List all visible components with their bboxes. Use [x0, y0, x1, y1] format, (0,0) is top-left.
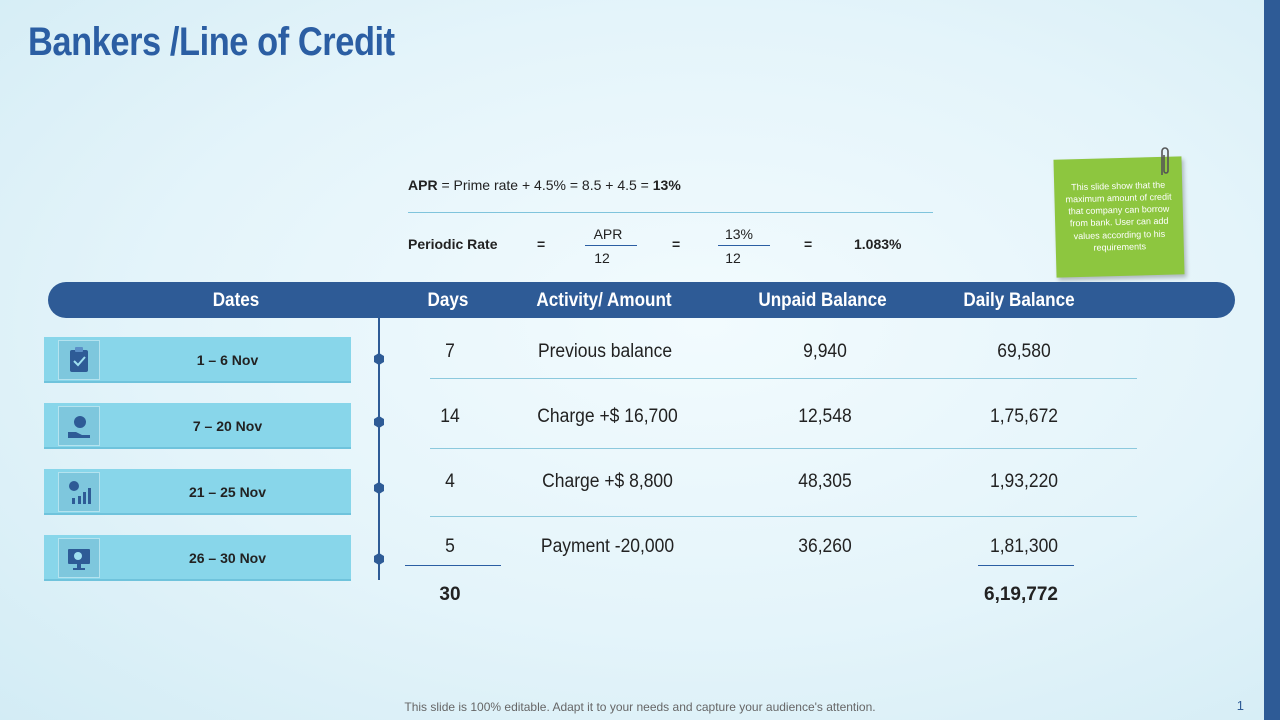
cell-days: 7	[445, 341, 455, 362]
timeline-marker-icon	[374, 553, 384, 565]
fraction1-denominator: 12	[594, 250, 610, 266]
fraction1-bar	[585, 245, 637, 246]
row-divider	[430, 378, 1137, 379]
cell-activity: Charge +$ 16,700	[537, 406, 678, 427]
date-label: 1 – 6 Nov	[196, 352, 259, 368]
header-daily-balance: Daily Balance	[963, 290, 1075, 311]
date-box: 7 – 20 Nov	[44, 403, 351, 449]
equals-sign: =	[804, 236, 813, 252]
days-sum-underline	[405, 565, 501, 566]
cell-unpaid: 12,548	[798, 406, 852, 427]
sticky-note-text: This slide show that the maximum amount …	[1065, 179, 1172, 253]
apr-formula: APR = Prime rate + 4.5% = 8.5 + 4.5 = 13…	[408, 177, 681, 193]
header-unpaid-balance: Unpaid Balance	[758, 290, 887, 311]
date-label: 21 – 25 Nov	[188, 484, 267, 500]
apr-label: APR	[408, 177, 438, 193]
paperclip-icon	[1161, 147, 1169, 175]
apr-expression: = Prime rate + 4.5% = 8.5 + 4.5 =	[437, 177, 653, 193]
cell-days: 5	[445, 536, 455, 557]
timeline-marker-icon	[374, 416, 384, 428]
header-activity: Activity/ Amount	[536, 290, 672, 311]
hand-coin-icon	[58, 406, 100, 446]
cell-activity: Charge +$ 8,800	[542, 471, 673, 492]
date-box: 21 – 25 Nov	[44, 469, 351, 515]
cell-daily: 1,75,672	[989, 406, 1059, 427]
total-daily-balance: 6,19,772	[984, 584, 1058, 605]
clipboard-icon	[58, 340, 100, 380]
header-dates: Dates	[212, 290, 260, 311]
cell-unpaid: 36,260	[798, 536, 852, 557]
cell-days: 4	[445, 471, 455, 492]
cell-activity: Previous balance	[537, 341, 673, 362]
fraction2-bar	[718, 245, 770, 246]
fraction1-numerator: APR	[593, 226, 623, 242]
cell-daily: 1,81,300	[989, 536, 1059, 557]
row-divider	[430, 516, 1137, 517]
daily-sum-underline	[978, 565, 1074, 566]
total-days: 30	[439, 584, 461, 605]
date-label: 26 – 30 Nov	[188, 550, 267, 566]
fraction2-denominator: 12	[725, 250, 741, 266]
timeline-marker-icon	[374, 353, 384, 365]
date-label: 7 – 20 Nov	[192, 418, 263, 434]
periodic-rate-label: Periodic Rate	[408, 236, 498, 252]
page-number: 1	[1236, 698, 1244, 713]
timeline-marker-icon	[374, 482, 384, 494]
footer-text: This slide is 100% editable. Adapt it to…	[404, 700, 876, 714]
cell-unpaid: 48,305	[798, 471, 852, 492]
equals-sign: =	[672, 236, 681, 252]
slide-title: Bankers /Line of Credit	[28, 20, 395, 64]
table-header-bar	[48, 282, 1235, 318]
cell-activity: Payment -20,000	[540, 536, 675, 557]
cell-unpaid: 9,940	[803, 341, 847, 362]
date-box: 26 – 30 Nov	[44, 535, 351, 581]
fraction2-numerator: 13%	[724, 226, 754, 242]
cell-daily: 1,93,220	[989, 471, 1059, 492]
formula-divider	[408, 212, 933, 213]
monitor-chart-icon	[58, 538, 100, 578]
header-days: Days	[427, 290, 469, 311]
apr-value: 13%	[652, 177, 681, 193]
date-box: 1 – 6 Nov	[44, 337, 351, 383]
equals-sign: =	[537, 236, 546, 252]
cell-days: 14	[440, 406, 460, 427]
right-accent-bar	[1264, 0, 1280, 720]
row-divider	[430, 448, 1137, 449]
periodic-rate-result: 1.083%	[854, 236, 902, 252]
percent-chart-icon	[58, 472, 100, 512]
timeline-line	[378, 318, 380, 580]
cell-daily: 69,580	[997, 341, 1051, 362]
